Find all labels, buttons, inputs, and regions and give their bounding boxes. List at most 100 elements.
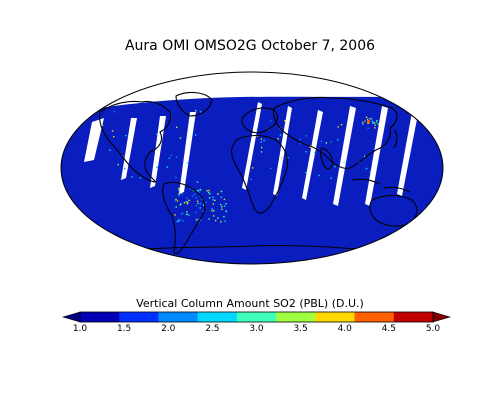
colorbar-segment [197,312,238,322]
so2-speckle [178,194,180,196]
so2-speckle [139,177,141,179]
colorbar-segment [236,312,277,322]
so2-speckle [377,123,379,125]
so2-speckle [284,120,286,122]
so2-speckle [365,167,368,170]
so2-speckle [320,140,323,143]
so2-speckle [195,110,197,112]
so2-speckle [188,199,190,202]
so2-speckle [212,196,214,198]
so2-speckle [330,177,332,179]
so2-speckle [117,163,119,166]
so2-speckle [182,212,184,214]
so2-speckle [214,199,216,202]
so2-speckle [175,198,177,201]
colorbar-tick-label: 2.5 [205,324,220,334]
colorbar-segment [315,312,355,322]
so2-speckle [211,208,213,210]
so2-speckle [213,215,215,217]
colorbar-tick-label: 1.5 [116,324,132,334]
so2-speckle [131,176,133,178]
so2-speckle [365,116,368,118]
so2-speckle [364,120,366,122]
so2-speckle [318,174,320,177]
colorbar-under-arrow [61,311,81,323]
so2-speckle [224,220,226,222]
so2-speckle [260,151,263,153]
so2-speckle [270,167,272,170]
so2-speckle [182,220,184,222]
so2-speckle [195,197,197,199]
colorbar-tick-label: 3.0 [249,324,264,334]
colorbar-segment [158,312,199,322]
so2-speckle [208,218,210,220]
so2-speckle [170,154,172,157]
so2-speckle [183,202,186,204]
so2-speckle [176,126,178,129]
so2-speckle [256,135,259,137]
swath-gaps [84,102,418,206]
so2-speckle [208,197,211,199]
so2-speckle [178,220,180,222]
so2-speckle [176,200,179,202]
so2-speckle [223,215,225,218]
so2-speckle [194,193,196,195]
so2-speckle [280,156,283,159]
so2-speckle [195,204,197,207]
so2-speckle [363,155,366,158]
so2-speckle [101,124,104,126]
so2-speckle [188,214,190,216]
colorbar-tick-label: 4.5 [381,324,397,334]
so2-speckle [279,134,282,136]
so2-speckle [176,220,178,223]
so2-speckle [305,151,307,153]
so2-speckle [186,211,188,213]
so2-speckle [212,210,215,212]
so2-speckle [166,166,168,168]
so2-speckle [199,195,201,197]
colorbar-segment [276,312,316,322]
so2-speckle [207,191,210,194]
so2-speckle [299,138,301,141]
so2-speckle [109,149,111,151]
so2-speckle [225,203,227,205]
so2-speckle [325,142,328,144]
so2-speckle [199,189,201,191]
so2-speckle [340,124,343,126]
coastlines [99,91,418,255]
so2-speckle [199,202,202,205]
so2-speckle [225,210,227,213]
so2-speckle [156,133,158,135]
so2-speckle [187,201,189,203]
so2-speckle [201,198,203,200]
colorbar-segment [393,312,434,322]
so2-speckle [371,120,374,122]
so2-speckle [208,189,210,192]
so2-speckle [261,146,263,149]
map-boundary [60,71,444,265]
so2-speckle [186,162,189,164]
so2-speckle [371,117,373,119]
so2-speckle [212,203,214,205]
so2-speckle [223,205,226,207]
so2-speckle [178,189,180,191]
so2-speckle [174,214,176,216]
so2-speckle [185,201,187,203]
colorbar-label: Vertical Column Amount SO2 (PBL) (D.U.) [136,297,364,310]
so2-speckle [178,218,180,220]
so2-speckle [225,209,227,212]
so2-speckle [199,111,202,113]
so2-speckle [194,134,197,136]
so2-speckle [124,167,126,170]
so2-speckle [220,196,222,198]
so2-speckle [371,122,374,124]
so2-speckle [221,206,223,208]
so2-speckle [367,127,369,130]
so2-speckle [362,123,364,125]
so2-speckle [334,165,336,168]
so2-speckle [369,117,371,120]
so2-speckle [337,126,339,128]
so2-speckle [125,134,127,137]
so2-speckle [195,219,198,221]
